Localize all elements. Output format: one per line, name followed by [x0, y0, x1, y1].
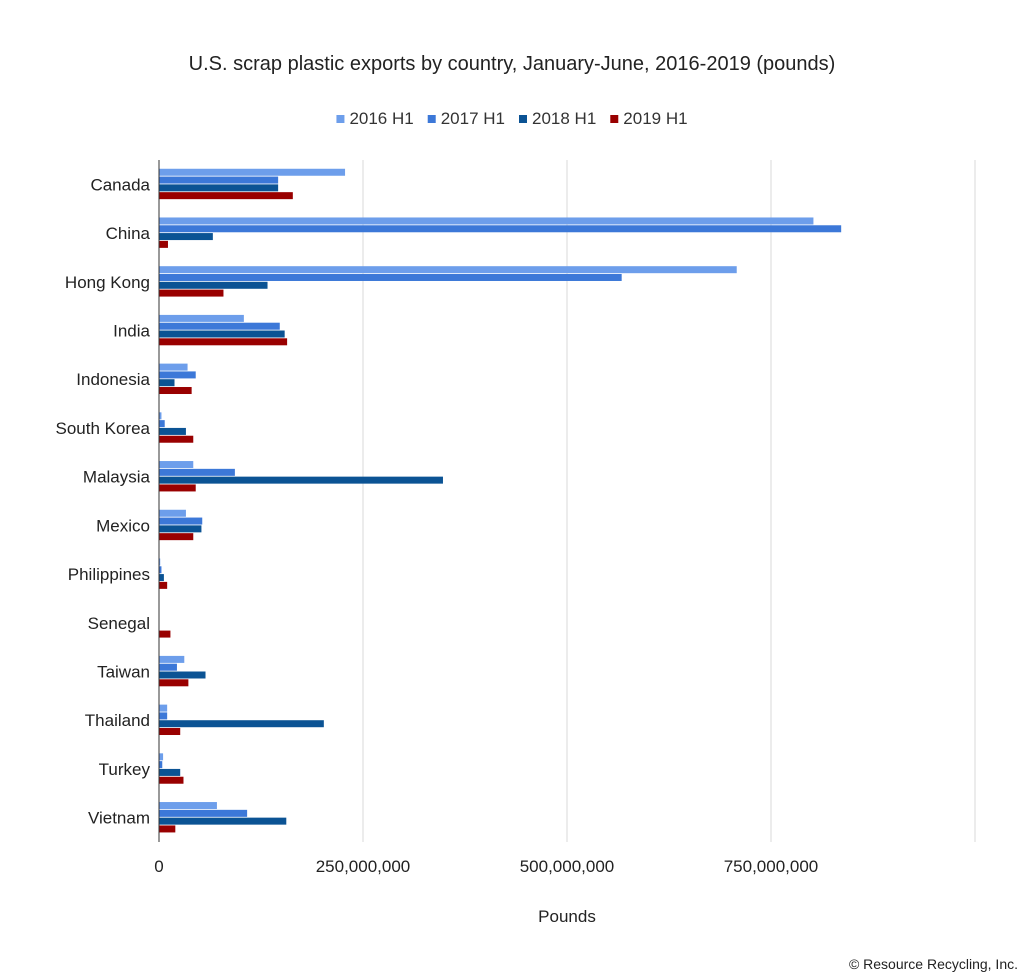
bar-2016-h1	[159, 363, 188, 371]
bar-2017-h1	[159, 712, 168, 720]
x-tick-labels: 0 250,000,000 500,000,000 750,000,000	[154, 857, 818, 876]
bar-2018-h1	[159, 525, 202, 533]
bar-2017-h1	[159, 176, 279, 184]
bar-2019-h1	[159, 776, 184, 784]
gridlines	[362, 160, 976, 842]
bar-2019-h1	[159, 289, 224, 297]
legend-swatch	[427, 115, 436, 123]
x-tick-label: 500,000,000	[520, 857, 615, 876]
legend-swatch	[610, 115, 619, 123]
bar-2018-h1	[159, 281, 268, 289]
bar-2019-h1	[159, 728, 181, 736]
bar-2017-h1	[159, 420, 165, 428]
x-axis-title: Pounds	[538, 907, 596, 926]
bar-2017-h1	[159, 566, 162, 574]
bar-2018-h1	[159, 768, 181, 776]
bar-2017-h1	[159, 809, 248, 817]
bar-2019-h1	[159, 240, 168, 248]
legend-swatch	[519, 115, 527, 123]
bar-2018-h1	[159, 379, 175, 387]
bar-2017-h1	[159, 371, 196, 379]
bars	[159, 168, 842, 833]
bar-2016-h1	[159, 314, 244, 322]
bar-2017-h1	[159, 663, 177, 671]
bar-2017-h1	[159, 322, 280, 330]
legend-label: 2019 H1	[623, 109, 687, 128]
bar-2017-h1	[159, 225, 842, 233]
bar-2016-h1	[159, 412, 162, 420]
bar-2019-h1	[159, 192, 293, 200]
category-label: Philippines	[68, 565, 150, 584]
bar-2018-h1	[159, 330, 285, 338]
bar-2018-h1	[159, 476, 443, 484]
category-label: South Korea	[55, 419, 150, 438]
category-label: Thailand	[85, 711, 150, 730]
bar-2016-h1	[159, 704, 168, 712]
bar-2019-h1	[159, 630, 171, 638]
bar-2019-h1	[159, 435, 194, 443]
legend: 2016 H1 2017 H1 2018 H1 2019 H1	[336, 109, 688, 128]
category-label: Indonesia	[76, 370, 150, 389]
legend-label: 2016 H1	[349, 109, 413, 128]
category-label: Malaysia	[83, 468, 151, 487]
bar-2019-h1	[159, 533, 194, 541]
category-label: China	[106, 224, 151, 243]
bar-2018-h1	[159, 817, 287, 825]
legend-item: 2017 H1	[427, 109, 505, 128]
bar-2016-h1	[159, 655, 185, 663]
category-label: Canada	[90, 175, 150, 194]
bar-2016-h1	[159, 217, 814, 225]
legend-label: 2017 H1	[441, 109, 505, 128]
bar-2016-h1	[159, 558, 161, 566]
bar-2017-h1	[159, 273, 622, 281]
category-label: Vietnam	[88, 809, 150, 828]
bar-2018-h1	[159, 574, 164, 582]
chart-title: U.S. scrap plastic exports by country, J…	[189, 53, 836, 75]
x-tick-label: 250,000,000	[316, 857, 411, 876]
legend-swatch	[336, 115, 345, 123]
bar-2019-h1	[159, 387, 192, 395]
bar-2018-h1	[159, 720, 324, 728]
bar-2018-h1	[159, 184, 279, 192]
category-label: Senegal	[88, 614, 150, 633]
category-label: India	[113, 322, 150, 341]
category-label: Mexico	[96, 516, 150, 535]
bar-2016-h1	[159, 168, 346, 176]
bar-2017-h1	[159, 468, 235, 476]
credit-text: © Resource Recycling, Inc.	[849, 956, 1018, 972]
bar-2016-h1	[159, 802, 217, 810]
bar-2017-h1	[159, 517, 203, 525]
bar-2019-h1	[159, 484, 196, 492]
category-label: Turkey	[99, 760, 151, 779]
bar-2016-h1	[159, 266, 737, 274]
bar-2016-h1	[159, 509, 186, 517]
bar-2019-h1	[159, 581, 168, 589]
bar-2016-h1	[159, 753, 164, 761]
x-tick-label: 0	[154, 857, 163, 876]
legend-item: 2018 H1	[519, 109, 596, 128]
category-labels: Canada China Hong Kong India Indonesia South …	[55, 175, 150, 827]
category-label: Hong Kong	[65, 273, 150, 292]
bar-2017-h1	[159, 761, 163, 769]
x-tick-label: 750,000,000	[724, 857, 819, 876]
legend-label: 2018 H1	[532, 109, 596, 128]
legend-item: 2016 H1	[336, 109, 414, 128]
category-label: Taiwan	[97, 663, 150, 682]
bar-2019-h1	[159, 338, 288, 346]
bar-2019-h1	[159, 679, 189, 687]
bar-2016-h1	[159, 461, 194, 469]
bar-2018-h1	[159, 671, 206, 679]
bar-2018-h1	[159, 427, 186, 435]
legend-item: 2019 H1	[610, 109, 688, 128]
bar-2018-h1	[159, 233, 213, 241]
bar-2019-h1	[159, 825, 176, 833]
